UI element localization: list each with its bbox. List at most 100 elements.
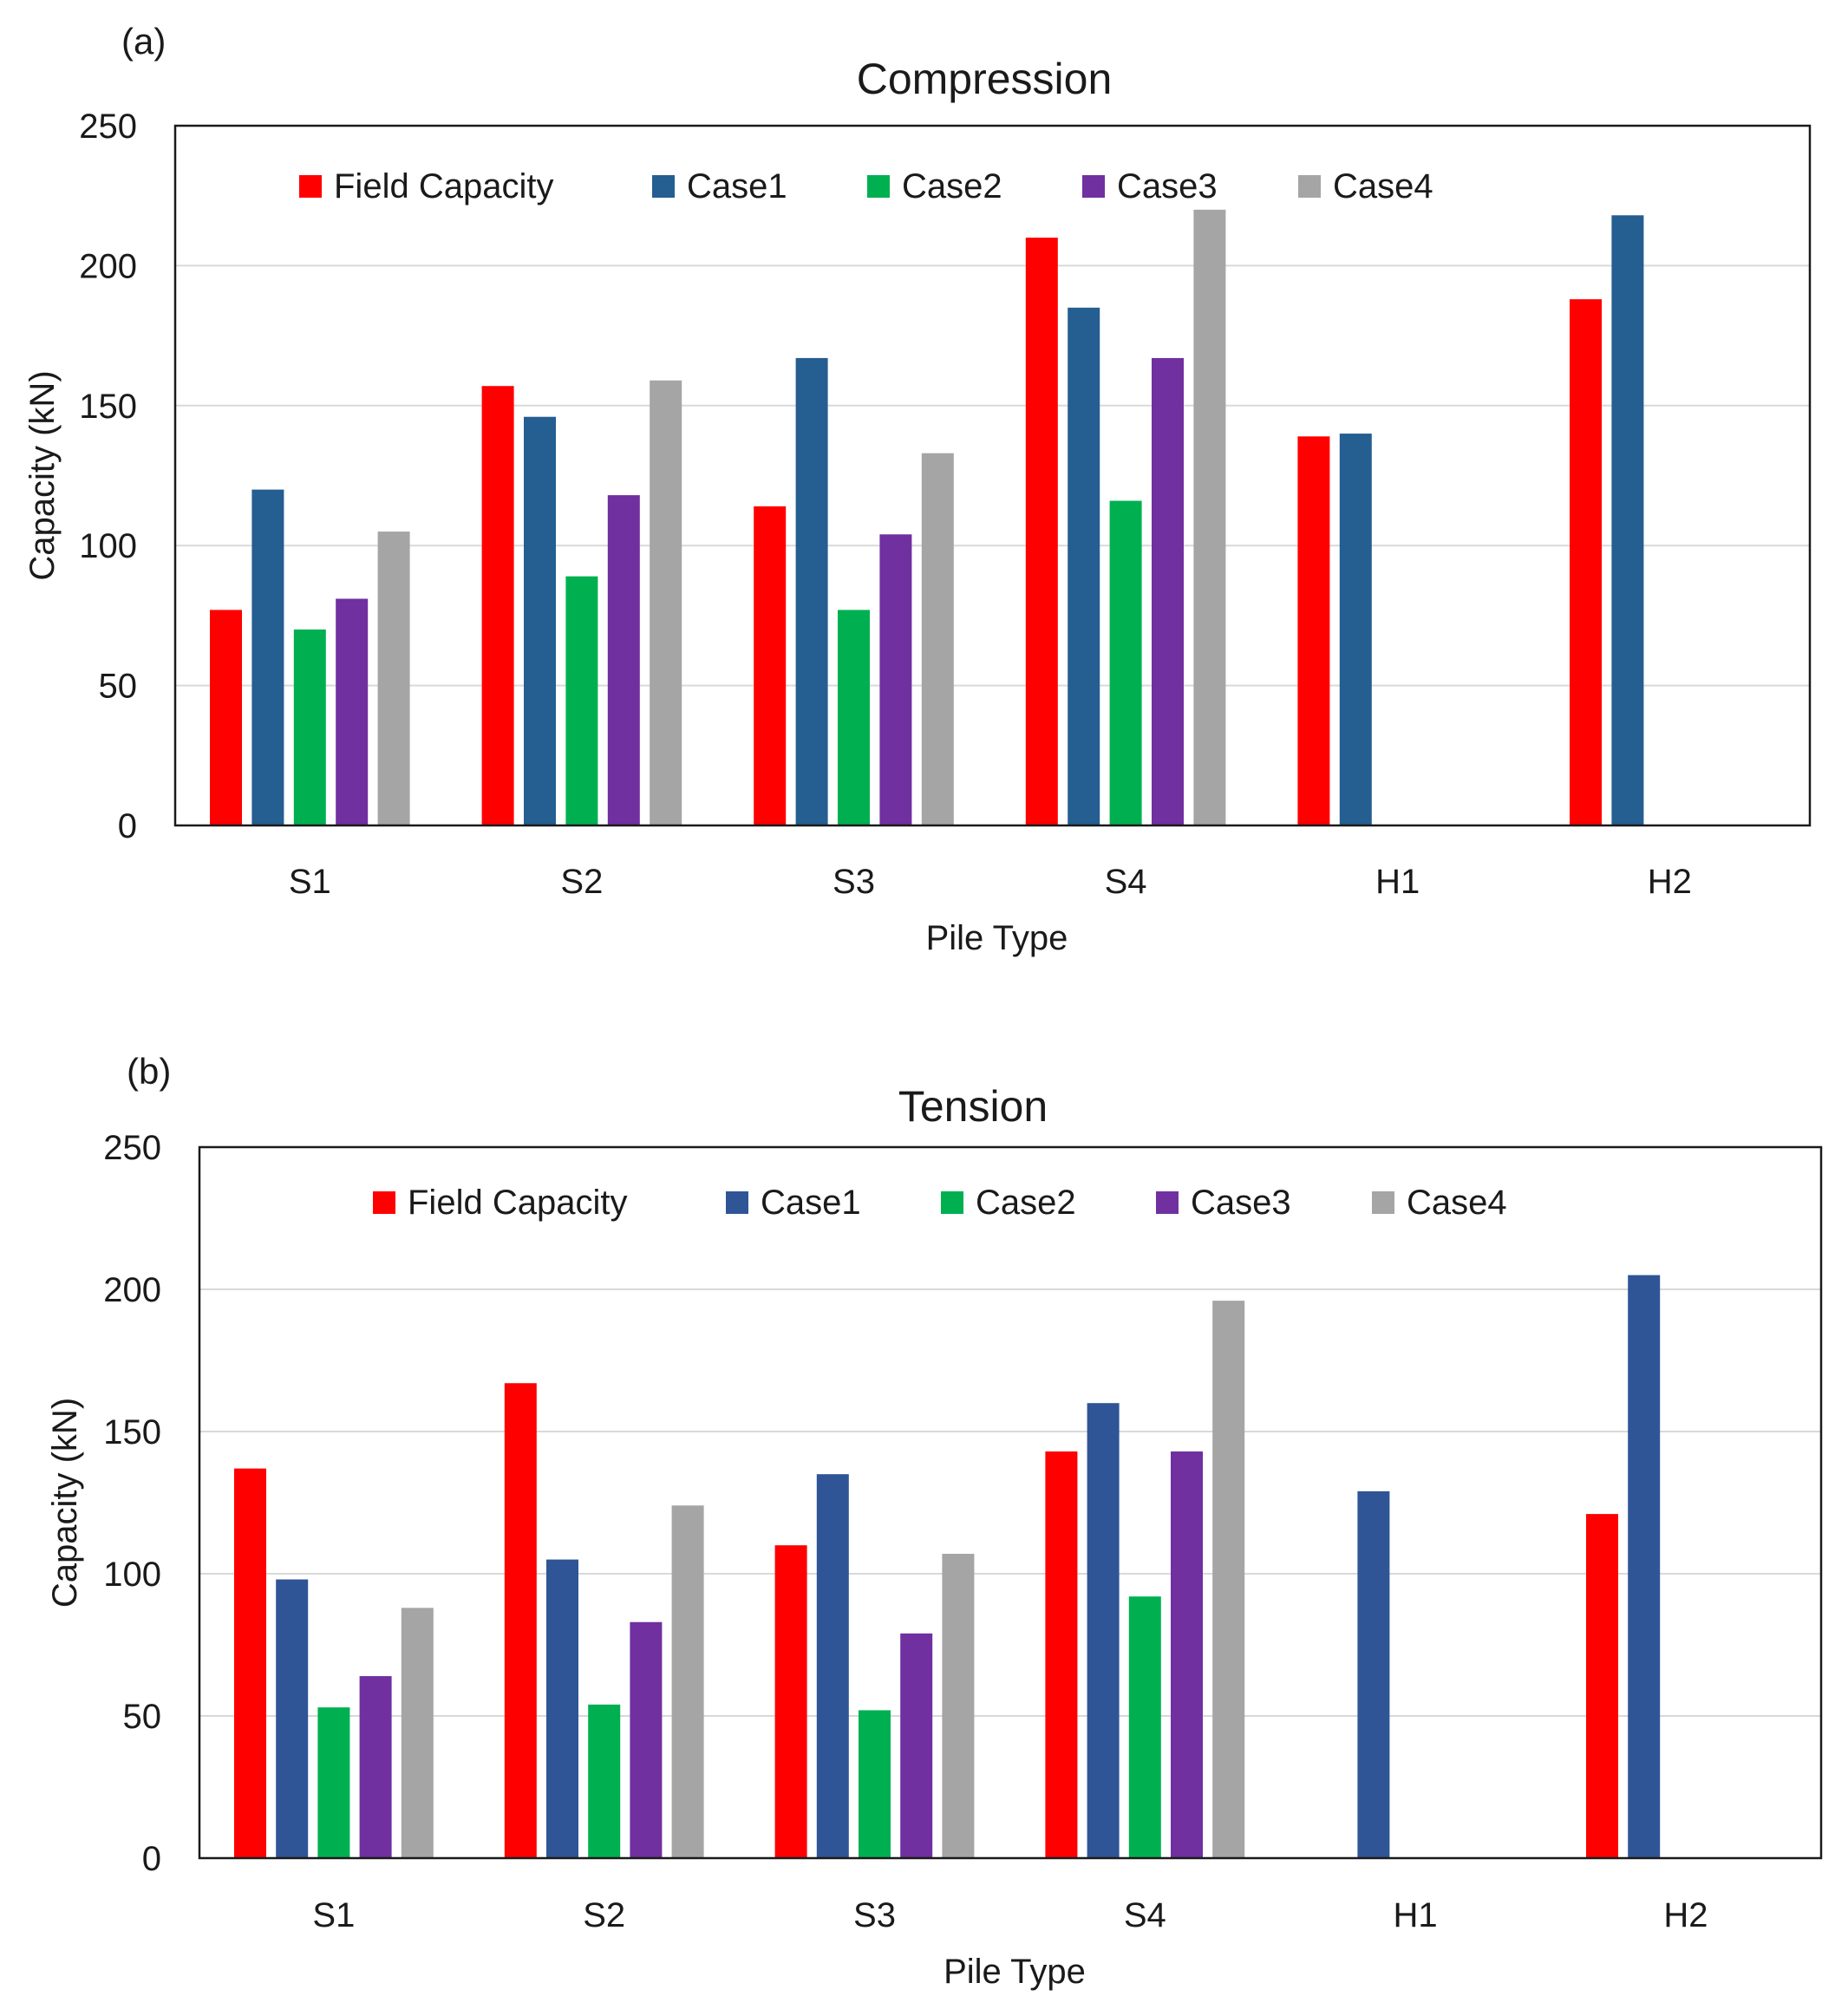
bar-case3-s4 (1171, 1451, 1203, 1858)
bars (210, 209, 1644, 826)
bar-case3-s2 (607, 495, 640, 825)
bar-case4-s3 (921, 453, 954, 825)
bar-case1-s1 (276, 1579, 309, 1858)
bar-case1-s2 (524, 416, 556, 825)
chart-panel-compression: (a) Compression 0 50 100 150 200 250 S1 S2 S3 S4 H1 H… (23, 21, 1812, 957)
bar-case1-s4 (1068, 307, 1100, 825)
x-axis-title: Pile Type (926, 919, 1068, 957)
legend-swatch (299, 175, 322, 198)
legend-item: Case4 (1298, 167, 1433, 205)
legend-swatch (867, 175, 890, 198)
x-tick-label: S2 (560, 863, 603, 901)
legend-label: Case3 (1117, 167, 1218, 205)
legend-swatch (1156, 1191, 1179, 1214)
bar-case3-s2 (630, 1621, 663, 1858)
legend-swatch (941, 1191, 963, 1214)
bar-case4-s1 (377, 532, 410, 825)
legend-label: Case4 (1333, 167, 1433, 205)
y-tick-label: 150 (79, 388, 137, 426)
legend-item: Case3 (1082, 167, 1218, 205)
bar-field-capacity-s1 (234, 1468, 266, 1858)
y-tick-label: 50 (123, 1698, 162, 1736)
bar-field-capacity-h2 (1586, 1514, 1618, 1858)
bar-case1-s2 (546, 1559, 578, 1858)
bar-field-capacity-s2 (481, 386, 514, 825)
legend-swatch (373, 1191, 395, 1214)
y-tick-label: 100 (103, 1556, 161, 1594)
panel-label: (a) (121, 21, 166, 62)
legend-item: Case3 (1156, 1184, 1291, 1222)
y-tick-label: 150 (103, 1413, 161, 1451)
y-axis-title: Capacity (kN) (23, 370, 62, 580)
legend-item: Case1 (652, 167, 787, 205)
bar-case4-s2 (671, 1505, 704, 1858)
x-tick-label: S4 (1124, 1896, 1166, 1934)
legend-item: Case1 (726, 1184, 861, 1222)
legend-item: Case2 (941, 1184, 1076, 1222)
legend-swatch (1298, 175, 1321, 198)
legend-label: Field Capacity (408, 1184, 627, 1222)
y-tick-label: 0 (142, 1840, 161, 1878)
bar-case4-s2 (650, 380, 682, 825)
bar-field-capacity-s4 (1045, 1451, 1078, 1858)
bar-case2-s2 (588, 1704, 621, 1858)
bar-case4-s4 (1193, 209, 1226, 826)
bar-case1-s3 (816, 1474, 849, 1858)
x-tick-label: S4 (1105, 863, 1147, 901)
y-tick-label: 200 (103, 1271, 161, 1309)
legend-label: Field Capacity (334, 167, 553, 205)
legend-swatch (1082, 175, 1105, 198)
bar-field-capacity-h2 (1570, 299, 1602, 825)
bar-case2-s1 (317, 1707, 350, 1858)
bar-case2-s3 (859, 1710, 891, 1858)
legend-swatch (1372, 1191, 1394, 1214)
plot-frame (173, 124, 1812, 827)
legend: Field Capacity Case1 Case2 Case3 Case4 (299, 167, 1433, 205)
chart-title: Compression (857, 55, 1113, 103)
y-tick-label: 100 (79, 527, 137, 565)
y-axis-ticks: 0 50 100 150 200 250 (79, 108, 137, 845)
gridlines (175, 264, 1810, 687)
legend-label: Case2 (976, 1184, 1076, 1222)
bar-case3-s1 (359, 1676, 392, 1858)
bar-field-capacity-s3 (754, 506, 787, 825)
x-axis-title: Pile Type (944, 1953, 1086, 1991)
bar-case1-h2 (1628, 1275, 1661, 1858)
y-tick-label: 0 (118, 807, 137, 845)
bar-case3-s1 (336, 598, 369, 825)
bar-case1-h1 (1339, 434, 1372, 825)
bar-case4-s1 (401, 1608, 434, 1858)
x-tick-label: S1 (289, 863, 331, 901)
y-tick-label: 200 (79, 247, 137, 285)
panel-label: (b) (127, 1051, 171, 1092)
bar-case4-s4 (1212, 1301, 1245, 1858)
x-tick-label: S3 (833, 863, 875, 901)
bar-case2-s2 (565, 576, 598, 825)
legend-label: Case3 (1191, 1184, 1291, 1222)
plot-frame (198, 1145, 1823, 1860)
x-tick-label: H1 (1394, 1896, 1438, 1934)
bar-case2-s3 (838, 610, 870, 825)
bar-case1-h2 (1611, 215, 1644, 825)
gridlines (199, 1288, 1821, 1717)
bar-case2-s4 (1109, 500, 1142, 825)
bar-case1-s3 (795, 357, 828, 825)
legend-item: Case2 (867, 167, 1002, 205)
chart-title: Tension (898, 1082, 1048, 1131)
legend-item: Field Capacity (373, 1184, 627, 1222)
bar-case3-s3 (879, 534, 912, 825)
y-axis-title: Capacity (kN) (46, 1398, 84, 1608)
x-tick-label: S2 (583, 1896, 625, 1934)
bar-case2-s4 (1128, 1596, 1161, 1858)
legend-swatch (726, 1191, 748, 1214)
legend-label: Case1 (761, 1184, 861, 1222)
legend-item: Case4 (1372, 1184, 1507, 1222)
chart-panel-tension: (b) Tension 0 50 100 150 200 250 S1 S2 S3 S4 H1 H2 Pil… (46, 1051, 1823, 1991)
bar-field-capacity-s2 (504, 1383, 537, 1858)
x-tick-label: H2 (1648, 863, 1692, 901)
bars (234, 1275, 1661, 1858)
bar-case3-s3 (900, 1633, 933, 1858)
legend-label: Case2 (902, 167, 1002, 205)
bar-case1-h1 (1357, 1490, 1390, 1858)
